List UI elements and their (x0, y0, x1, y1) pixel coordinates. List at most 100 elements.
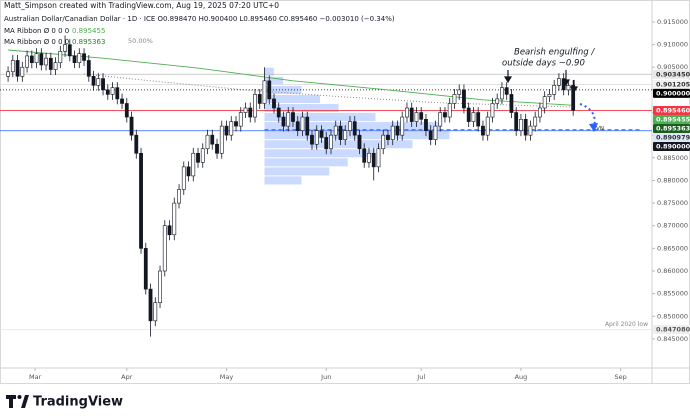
candle-body (343, 130, 348, 140)
candle-body (219, 125, 224, 154)
candle-body (143, 248, 148, 290)
candle-body (48, 57, 53, 70)
logo (6, 395, 29, 408)
candle-body (148, 288, 153, 322)
candle-body (371, 152, 376, 168)
fib-label: 50.00% (128, 37, 153, 45)
candle-body (476, 112, 481, 127)
candle-body (215, 143, 219, 154)
candle-body (243, 107, 248, 113)
candle-body (504, 87, 509, 95)
volume-profile-bar (264, 122, 441, 131)
candle-body (571, 85, 576, 111)
volume-profile-bar (264, 131, 450, 140)
candle-body (528, 125, 533, 136)
candle-body (238, 112, 243, 127)
candle-body (329, 134, 333, 150)
candle-body (295, 121, 300, 131)
candle-body (262, 80, 267, 104)
candle-body (20, 66, 25, 77)
x-tick-label: Jun (320, 373, 331, 381)
candle-body (457, 89, 462, 95)
candle-body (191, 152, 196, 177)
annotation: Bearish engulfing / (514, 48, 595, 58)
price-badge-label: 0.901205 (656, 80, 690, 88)
candle-body (29, 55, 34, 64)
candle-body (134, 134, 139, 154)
volume-profile-bar (264, 158, 348, 167)
candle-body (272, 98, 276, 109)
legend-value: 0.895455 (72, 27, 105, 35)
candle-body (542, 96, 547, 109)
candle-body (210, 134, 215, 145)
volume-profile-bar (264, 176, 302, 185)
candle-body (257, 94, 262, 104)
candle-body (253, 94, 257, 118)
y-tick-label: 0.885000 (657, 154, 688, 162)
candle-body (58, 51, 63, 64)
candle-body (120, 98, 124, 104)
candle-body (357, 134, 362, 150)
candle-body (267, 80, 272, 100)
candle-body (452, 94, 457, 104)
plot: 0.845000 0.850000 0.855000 0.860000 0.865000… (0, 18, 688, 381)
arrows (503, 70, 579, 94)
candle-body (167, 225, 172, 236)
arrow-head (561, 79, 571, 87)
volume-profile-bar (264, 103, 339, 113)
arrow-head (503, 76, 513, 84)
price-badge-label: 0.895363 (656, 124, 690, 132)
legend-value: 0.895363 (72, 38, 105, 46)
candle-body (115, 87, 120, 100)
candle-body (200, 148, 205, 163)
x-tick-label: May (220, 373, 234, 381)
volume-profile-bar (264, 85, 302, 94)
candle-body (91, 75, 96, 86)
candle-body (172, 202, 177, 236)
candle-body (462, 89, 466, 109)
candle-body (400, 116, 405, 136)
candle-body (324, 137, 329, 150)
candle-body (186, 166, 191, 177)
price-badge-label: 0.890000 (656, 142, 690, 150)
candle-body (390, 125, 395, 140)
candle-body (523, 119, 528, 136)
candle-body (162, 225, 167, 272)
candle-body (447, 103, 452, 118)
candle-body (25, 55, 29, 68)
credit: Matt_Simpson created with TradingView.co… (4, 1, 279, 10)
candle-body (495, 98, 500, 104)
price-badge (653, 114, 690, 124)
candle-body (338, 125, 343, 140)
candle-body (547, 94, 552, 97)
candle-body (53, 62, 58, 70)
moving-average (8, 49, 574, 106)
volume-profile-bar (264, 94, 321, 103)
candle-body (395, 125, 400, 136)
price-badge (653, 141, 690, 151)
candle-body (362, 148, 367, 163)
candle-body (428, 130, 433, 140)
candle-body (433, 125, 438, 140)
instrument-title: Australian Dollar/Canadian Dollar · 1D ·… (4, 15, 395, 23)
candle-body (367, 152, 371, 163)
candle-body (158, 270, 162, 304)
annotation: outside days ~0.90 (502, 59, 585, 69)
price-badge-label: 0.890979 (656, 133, 690, 141)
candle-body (557, 78, 561, 86)
candle-body (101, 78, 105, 91)
price-badge-label: 0.895455 (656, 115, 690, 123)
candle-body (348, 121, 352, 131)
candle-body (44, 57, 48, 66)
candle-body (566, 85, 571, 91)
candle-body (291, 112, 295, 122)
y-tick-label: 0.845000 (657, 335, 688, 343)
price-badge (653, 79, 690, 89)
price-badge (653, 105, 690, 115)
candle-body (319, 130, 324, 138)
y-tick-label: 0.855000 (657, 290, 688, 298)
arrow-head (569, 86, 579, 94)
logo-mark (21, 395, 29, 408)
moving-average (84, 73, 574, 108)
